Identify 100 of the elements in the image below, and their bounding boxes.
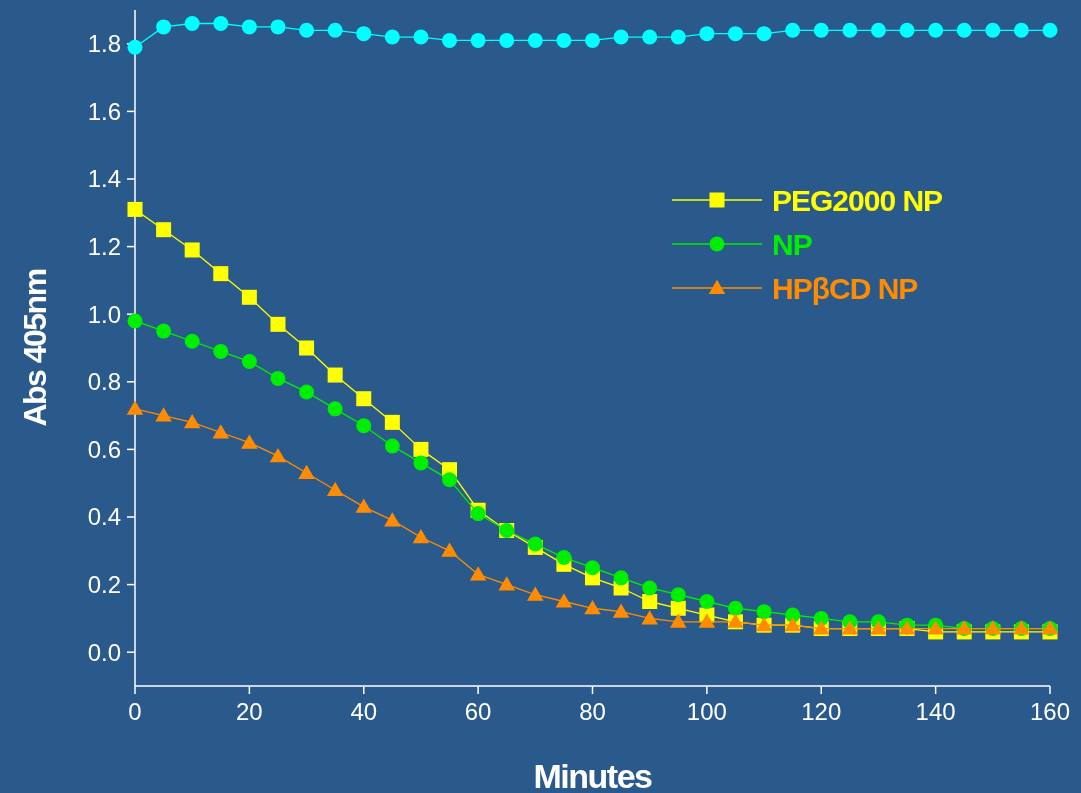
point bbox=[356, 26, 372, 42]
point bbox=[127, 313, 143, 329]
point bbox=[584, 600, 601, 615]
point bbox=[670, 587, 686, 603]
point bbox=[241, 434, 258, 449]
point bbox=[270, 370, 286, 386]
point bbox=[213, 343, 229, 359]
point bbox=[613, 29, 629, 45]
point bbox=[555, 593, 573, 608]
point bbox=[299, 22, 315, 38]
point bbox=[413, 455, 429, 471]
point bbox=[299, 340, 315, 356]
y-tick-label: 1.8 bbox=[87, 30, 121, 58]
point bbox=[642, 580, 658, 596]
point bbox=[184, 333, 200, 349]
point bbox=[384, 438, 400, 454]
point bbox=[842, 22, 858, 38]
point bbox=[498, 576, 515, 591]
point bbox=[327, 22, 343, 38]
x-tick-label: 120 bbox=[801, 698, 842, 725]
y-tick-label: 0.2 bbox=[87, 571, 121, 598]
point bbox=[727, 600, 743, 616]
point bbox=[785, 22, 801, 38]
y-tick-label: 1.6 bbox=[87, 97, 121, 125]
point bbox=[270, 19, 286, 35]
point bbox=[356, 391, 372, 407]
point bbox=[213, 266, 229, 282]
point bbox=[699, 594, 715, 609]
point bbox=[269, 447, 287, 463]
legend-label: HPβCD NP bbox=[772, 271, 918, 305]
y-tick-label: 1.4 bbox=[87, 165, 121, 193]
point bbox=[613, 570, 629, 586]
point bbox=[384, 29, 400, 45]
point bbox=[241, 19, 257, 35]
point bbox=[670, 29, 686, 45]
legend-label: NP bbox=[772, 227, 812, 261]
point bbox=[642, 594, 658, 609]
point bbox=[127, 201, 143, 217]
point bbox=[270, 316, 286, 332]
x-tick-label: 80 bbox=[579, 698, 606, 725]
point bbox=[956, 22, 972, 38]
point bbox=[184, 16, 200, 32]
point bbox=[442, 32, 458, 48]
point bbox=[441, 542, 458, 557]
point bbox=[1042, 22, 1058, 38]
x-tick-label: 60 bbox=[464, 698, 492, 725]
legend-label: PEG2000 NP bbox=[772, 183, 943, 217]
point bbox=[585, 560, 600, 576]
point bbox=[156, 222, 172, 238]
x-tick-label: 40 bbox=[350, 698, 378, 725]
point bbox=[156, 19, 172, 35]
x-tick-label: 0 bbox=[128, 698, 142, 725]
x-tick-label: 100 bbox=[686, 698, 727, 725]
point bbox=[155, 407, 172, 422]
x-tick-label: 20 bbox=[236, 698, 263, 725]
point bbox=[813, 22, 829, 38]
point bbox=[183, 414, 201, 429]
point bbox=[612, 603, 630, 618]
point bbox=[870, 22, 886, 38]
x-axis-title: Minutes bbox=[533, 757, 653, 793]
point bbox=[670, 600, 686, 616]
point bbox=[298, 464, 315, 480]
point bbox=[727, 26, 743, 42]
y-tick-label: 1.2 bbox=[87, 233, 121, 260]
point bbox=[241, 354, 257, 370]
point bbox=[985, 22, 1001, 38]
point bbox=[470, 506, 486, 522]
point bbox=[499, 32, 515, 48]
point bbox=[413, 441, 429, 457]
point bbox=[127, 39, 143, 55]
point bbox=[356, 418, 372, 434]
point bbox=[1013, 22, 1029, 38]
point bbox=[899, 22, 915, 38]
x-tick-label: 160 bbox=[1029, 698, 1071, 725]
point bbox=[412, 529, 430, 544]
point bbox=[527, 32, 543, 48]
point bbox=[326, 481, 344, 496]
y-axis-title: Abs 405nm bbox=[17, 269, 53, 427]
point bbox=[212, 424, 230, 439]
point bbox=[384, 414, 400, 430]
point bbox=[670, 613, 687, 628]
point bbox=[556, 32, 572, 48]
point bbox=[299, 384, 315, 400]
point bbox=[213, 16, 229, 32]
point bbox=[327, 367, 343, 383]
point bbox=[928, 22, 944, 38]
y-tick-label: 0.4 bbox=[87, 503, 121, 531]
point bbox=[585, 32, 600, 48]
point bbox=[384, 512, 401, 527]
point bbox=[355, 498, 372, 513]
point bbox=[527, 586, 544, 601]
point bbox=[126, 400, 144, 415]
point bbox=[184, 242, 200, 258]
point bbox=[413, 29, 429, 45]
y-tick-label: 0.8 bbox=[87, 368, 121, 396]
y-tick-label: 0.0 bbox=[87, 638, 121, 666]
point bbox=[641, 610, 658, 625]
point bbox=[556, 550, 572, 566]
point bbox=[470, 32, 486, 48]
point bbox=[156, 323, 172, 339]
